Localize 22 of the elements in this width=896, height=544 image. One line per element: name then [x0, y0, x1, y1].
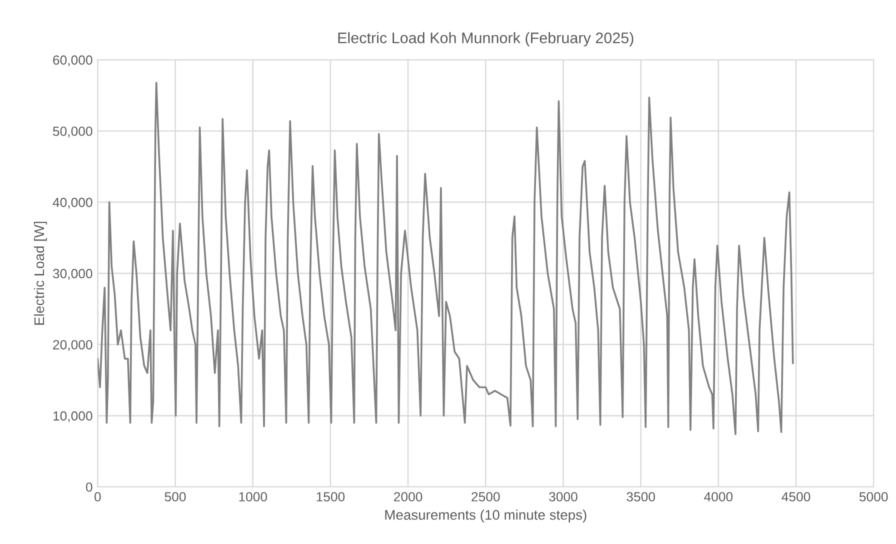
- line-series: [98, 82, 794, 436]
- x-tick-label: 2500: [472, 492, 500, 502]
- y-axis-title: Electric Load [W]: [34, 222, 47, 325]
- x-tick-label: 1000: [239, 492, 268, 502]
- x-tick-label: 4000: [704, 492, 733, 502]
- x-tick-label: 500: [164, 492, 186, 502]
- x-axis-title: Measurements (10 minute steps): [385, 510, 586, 523]
- x-tick-label: 0: [94, 492, 101, 502]
- y-tick-label: 0: [86, 482, 92, 492]
- x-tick-label: 4500: [782, 492, 810, 502]
- x-tick-label: 2000: [394, 492, 422, 502]
- x-tick-label: 3500: [626, 492, 655, 502]
- y-tick-label: 30,000: [52, 268, 92, 280]
- y-tick-label: 40,000: [52, 198, 92, 209]
- y-tick-label: 50,000: [52, 126, 92, 138]
- y-tick-label: 60,000: [53, 55, 92, 66]
- x-tick-label: 1500: [316, 492, 345, 502]
- x-tick-label: 5000: [859, 492, 888, 502]
- y-tick-label: 10,000: [53, 411, 92, 422]
- y-tick-label: 20,000: [53, 340, 92, 352]
- chart-title: Electric Load Koh Munnork (February 2025): [338, 32, 634, 46]
- x-tick-label: 3000: [549, 492, 578, 502]
